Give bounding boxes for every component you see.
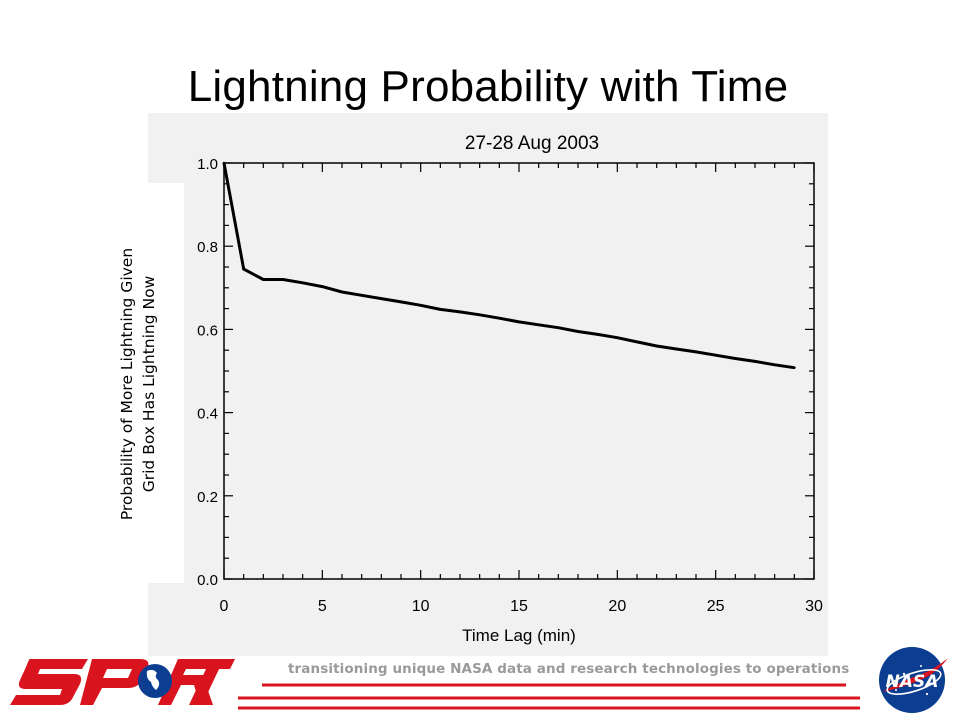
x-tick-label: 20 bbox=[608, 598, 626, 615]
line-chart: 27-28 Aug 2003 Time Lag (min) 0 5 10 15 20 25… bbox=[197, 133, 823, 645]
data-point bbox=[301, 281, 304, 285]
data-point bbox=[616, 336, 619, 340]
x-tick-label: 10 bbox=[412, 598, 430, 615]
data-point bbox=[655, 344, 658, 348]
data-point bbox=[380, 297, 383, 300]
data-point bbox=[360, 293, 363, 297]
y-tick-label: 0.2 bbox=[197, 489, 218, 506]
x-tick-label: 15 bbox=[510, 598, 528, 615]
y-tick-label: 0.4 bbox=[197, 406, 218, 423]
x-tick-label: 25 bbox=[707, 598, 725, 615]
data-point bbox=[557, 326, 560, 330]
data-point bbox=[419, 303, 422, 307]
data-point bbox=[694, 350, 698, 354]
data-point bbox=[596, 333, 599, 336]
y-tick-label: 0.8 bbox=[197, 239, 218, 256]
data-point bbox=[321, 285, 324, 288]
y-tick-label: 0.0 bbox=[197, 572, 218, 589]
y-tick-label: 1.0 bbox=[197, 156, 218, 173]
data-point bbox=[242, 267, 245, 271]
chart-panel: 27-28 Aug 2003 Time Lag (min) 0 5 10 15 20 25… bbox=[148, 113, 828, 656]
nasa-wordmark: NASA bbox=[886, 672, 939, 692]
series-line bbox=[222, 162, 795, 370]
data-point bbox=[537, 323, 540, 327]
footer-rule bbox=[238, 683, 860, 710]
tagline: transitioning unique NASA data and resea… bbox=[288, 661, 850, 677]
data-point bbox=[576, 330, 580, 333]
data-point bbox=[714, 353, 717, 357]
data-point bbox=[399, 300, 403, 304]
sport-logo bbox=[10, 659, 235, 705]
data-point bbox=[793, 366, 796, 369]
data-point bbox=[281, 278, 285, 281]
x-tick-label: 0 bbox=[220, 598, 229, 615]
data-point bbox=[478, 313, 481, 317]
data-point bbox=[439, 308, 442, 311]
x-axis-label: Time Lag (min) bbox=[462, 626, 576, 645]
data-point bbox=[498, 316, 501, 320]
y-tick-label: 0.6 bbox=[197, 322, 218, 339]
data-point bbox=[340, 290, 344, 294]
nasa-logo: NASA bbox=[879, 647, 948, 713]
data-point bbox=[734, 357, 737, 360]
chart-title: 27-28 Aug 2003 bbox=[465, 133, 599, 154]
x-tick-label: 5 bbox=[318, 598, 327, 615]
slide-title: Lightning Probability with Time bbox=[187, 62, 789, 111]
data-point bbox=[773, 363, 776, 367]
data-point bbox=[753, 360, 757, 363]
data-point bbox=[262, 278, 265, 281]
y-axis-label-backdrop bbox=[118, 183, 184, 583]
y-axis-label: Probability of More Lightning Given Grid… bbox=[118, 247, 158, 521]
data-point bbox=[458, 310, 462, 314]
x-tick-label: 30 bbox=[805, 598, 823, 615]
data-point bbox=[635, 340, 639, 344]
data-point bbox=[675, 347, 678, 351]
data-point bbox=[222, 161, 226, 165]
plot-frame bbox=[223, 162, 815, 580]
data-point bbox=[517, 320, 521, 324]
